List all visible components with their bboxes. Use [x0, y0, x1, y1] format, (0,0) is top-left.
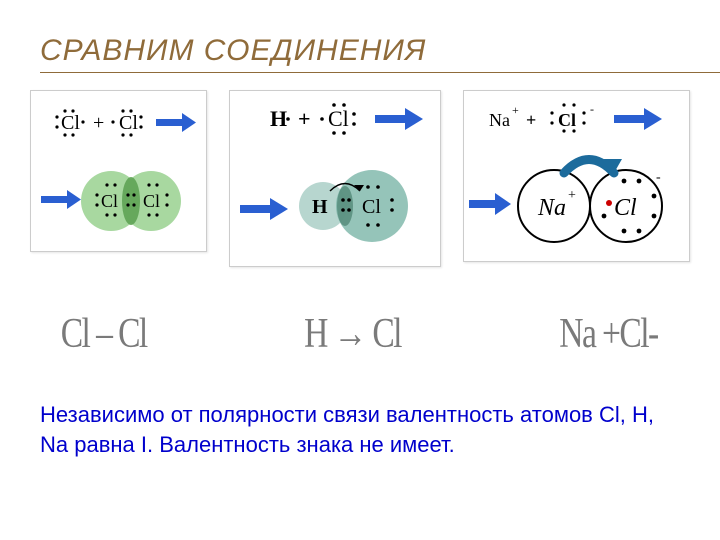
nacl-top-na-charge: +: [512, 103, 519, 117]
arrow-right-icon: [156, 113, 196, 132]
body-text: Независимо от полярности связи валентнос…: [40, 400, 660, 459]
formula-nacl: Na +Cl-: [559, 310, 657, 358]
hcl-svg: H + Cl H: [230, 91, 440, 266]
nacl-top-cl: Cl: [558, 110, 576, 130]
panel-cl2: Cl + Cl: [30, 90, 207, 252]
nacl-bot-cl: Cl: [614, 195, 637, 221]
arrow-right-icon: [614, 108, 662, 130]
panel-hcl: H + Cl H: [229, 90, 441, 267]
arrow-right-icon: [469, 193, 511, 215]
cl2-top-right: Cl: [119, 112, 138, 134]
cl2-plus: +: [93, 112, 104, 134]
arrow-right-icon: [240, 198, 288, 220]
formula-cl2: Cl – Cl: [61, 310, 147, 358]
slide-title: СРАВНИМ СОЕДИНЕНИЯ: [40, 34, 720, 73]
nacl-bot-na-charge: +: [568, 188, 576, 203]
diagram-row: Cl + Cl: [30, 90, 690, 280]
nacl-top-na: Na: [489, 110, 510, 130]
cl2-svg: Cl + Cl: [31, 91, 206, 251]
arrow-right-icon: [375, 108, 423, 130]
nacl-top-cl-charge: -: [590, 102, 594, 116]
panel-nacl: Na + + Cl -: [463, 90, 690, 262]
hcl-bot-h: H: [312, 196, 328, 218]
nacl-bot-cl-charge: -: [656, 170, 661, 185]
formula-hcl: H → Cl: [304, 310, 401, 358]
hcl-top-cl: Cl: [328, 106, 349, 131]
formula-row: Cl – Cl H → Cl Na +Cl-: [50, 310, 670, 358]
cl2-top-left: Cl: [61, 112, 80, 134]
nacl-bot-na: Na: [537, 195, 566, 221]
hcl-bot-cl: Cl: [362, 196, 381, 218]
nacl-plus: +: [526, 110, 536, 130]
hcl-plus: +: [298, 106, 311, 131]
arrow-right-icon: [41, 190, 81, 209]
cl2-bot-left: Cl: [101, 191, 118, 211]
hcl-top-h: H: [270, 106, 287, 131]
nacl-svg: Na + + Cl -: [464, 91, 689, 261]
cl2-bot-right: Cl: [143, 191, 160, 211]
